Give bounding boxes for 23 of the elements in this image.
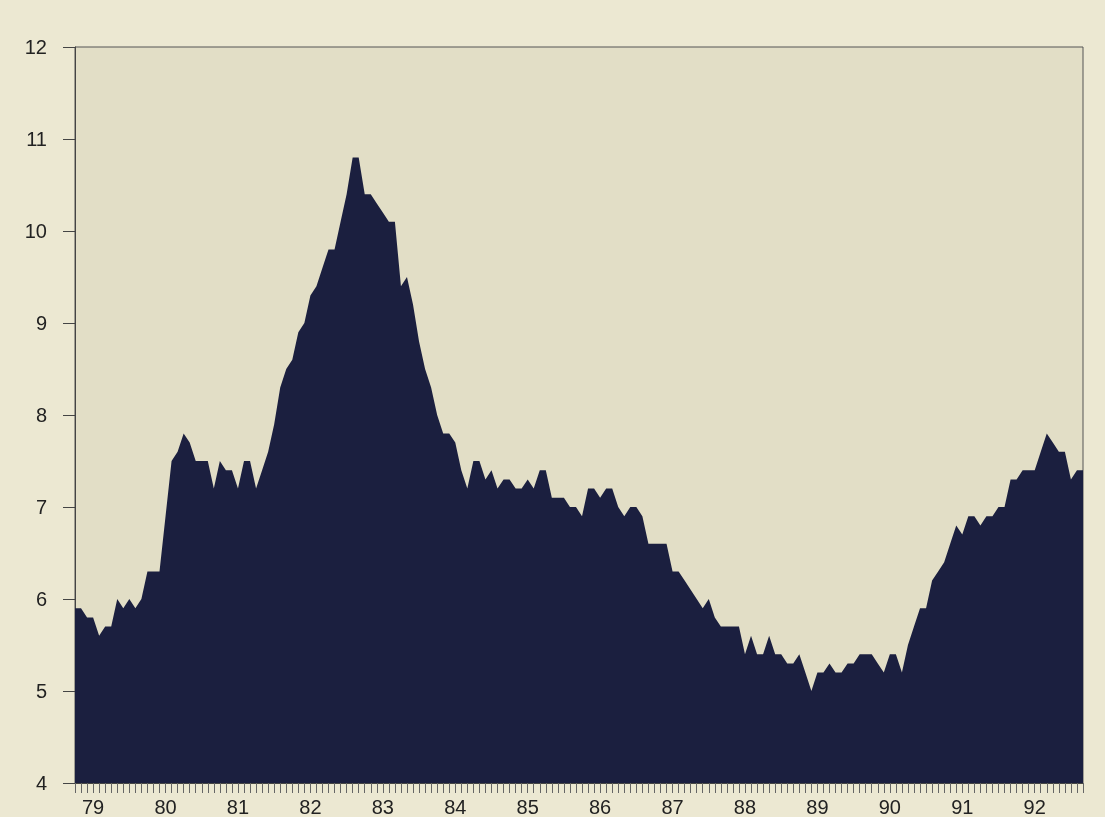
- x-tick-label: 84: [444, 796, 467, 817]
- x-tick-label: 90: [878, 796, 901, 817]
- x-tick-label: 80: [154, 796, 177, 817]
- y-tick-label: 5: [35, 680, 47, 702]
- y-tick-label: 10: [24, 220, 47, 242]
- x-tick-label: 88: [733, 796, 757, 817]
- x-tick-label: 79: [81, 796, 105, 817]
- y-tick-label: 4: [35, 772, 47, 794]
- x-tick-label: 89: [806, 796, 829, 817]
- x-tick-label: 91: [951, 796, 974, 817]
- x-tick-label: 81: [226, 796, 250, 817]
- y-tick-label: 11: [26, 128, 47, 150]
- x-tick-label: 87: [661, 796, 684, 817]
- y-tick-label: 8: [35, 404, 47, 426]
- y-tick-label: 12: [24, 36, 47, 58]
- y-tick-label: 7: [35, 496, 47, 518]
- x-tick-label: 83: [371, 796, 394, 817]
- x-tick-label: 82: [299, 796, 322, 817]
- x-tick-label: 86: [589, 796, 612, 817]
- y-tick-label: 9: [35, 312, 47, 334]
- x-tick-label: 85: [516, 796, 539, 817]
- x-tick-label: 92: [1023, 796, 1046, 817]
- y-tick-label: 6: [35, 588, 47, 610]
